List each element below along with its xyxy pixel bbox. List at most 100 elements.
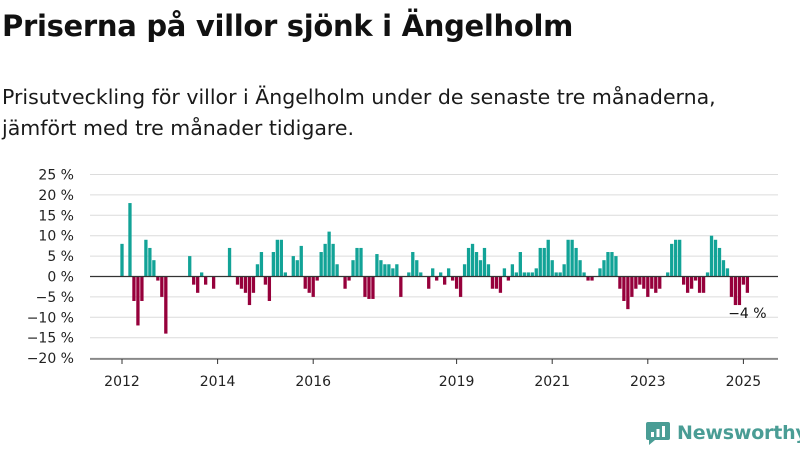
bar [275,239,279,277]
bar [713,239,718,277]
y-tick-label: 0 % [47,270,74,286]
bar [486,264,491,277]
gridlines [90,174,778,359]
bar [674,239,678,277]
bar [526,272,530,277]
bar [387,264,391,277]
bar [670,243,674,277]
bar [443,276,447,285]
bar [152,260,156,277]
bar [196,276,200,293]
bar [725,268,730,277]
bar [454,276,459,289]
bar [132,276,136,301]
bar [148,247,152,277]
bar [502,268,507,277]
bar [745,276,750,293]
bar [685,276,690,293]
bar [741,276,746,285]
bar [343,276,347,289]
bar [259,252,264,277]
bar [411,252,415,277]
bar [192,276,196,285]
bar [494,276,499,289]
x-tick-label: 2021 [534,374,570,390]
bar [478,260,483,277]
bar [164,276,168,334]
bar [514,272,518,277]
bar [239,276,244,289]
bar [466,247,471,277]
bar [530,272,534,277]
bar [650,276,654,289]
bar [307,276,311,293]
bar [200,272,204,277]
bar [634,276,638,289]
bar [590,276,594,281]
bar [335,264,339,277]
bar [315,276,319,281]
bar [666,272,670,277]
chart-title: Priserna på villor sjönk i Ängelholm [2,9,574,43]
bar [351,260,355,277]
bar [562,264,566,277]
bar [188,256,192,277]
bar [733,276,738,306]
x-tick-label: 2012 [104,374,140,390]
bar [283,272,287,277]
bar [144,239,148,277]
bar [399,276,403,297]
y-tick-label: −20 % [27,351,74,367]
bar [391,268,395,277]
bar [689,276,694,289]
bar [550,260,554,277]
bar [247,276,252,306]
bars [120,203,750,334]
bar [598,268,602,277]
y-tick-label: 10 % [38,229,74,245]
x-tick-label: 2025 [726,374,762,390]
bar [156,276,160,281]
bar [450,276,455,281]
bar [470,243,475,277]
bar [626,276,630,310]
y-axis: 25 % 20 % 15 % 10 % 5 % 0 % −5 % −10 % −15 % −20 … [27,168,74,368]
brand-logo: Newsworthy [645,419,800,447]
bar [558,272,562,277]
bar [570,239,574,277]
y-tick-label: 20 % [38,188,74,204]
bar [697,276,702,293]
bar [482,247,487,277]
bar [243,276,248,293]
bar [721,260,726,277]
bar [375,254,379,277]
bar [678,239,682,277]
bar [610,252,614,277]
bar [136,276,140,326]
y-tick-label: −5 % [36,290,74,306]
y-tick-label: 15 % [38,208,74,224]
bar [407,272,411,277]
bar [311,276,315,297]
bar [458,276,463,297]
bar [431,268,435,277]
bar [622,276,626,301]
bar [271,252,276,277]
bar [737,276,742,306]
bar [319,252,323,277]
bar [331,243,335,277]
y-tick-label: 5 % [47,249,74,265]
bar [427,276,431,289]
y-tick-label: 25 % [38,168,74,184]
bar [446,268,451,277]
bar [263,276,268,285]
bar [538,247,542,277]
bar [729,276,734,297]
annotations: −4 % [728,306,766,322]
bar [638,276,642,285]
bar [435,276,439,281]
bar [367,276,371,299]
bar [160,276,164,297]
bar [542,247,546,277]
